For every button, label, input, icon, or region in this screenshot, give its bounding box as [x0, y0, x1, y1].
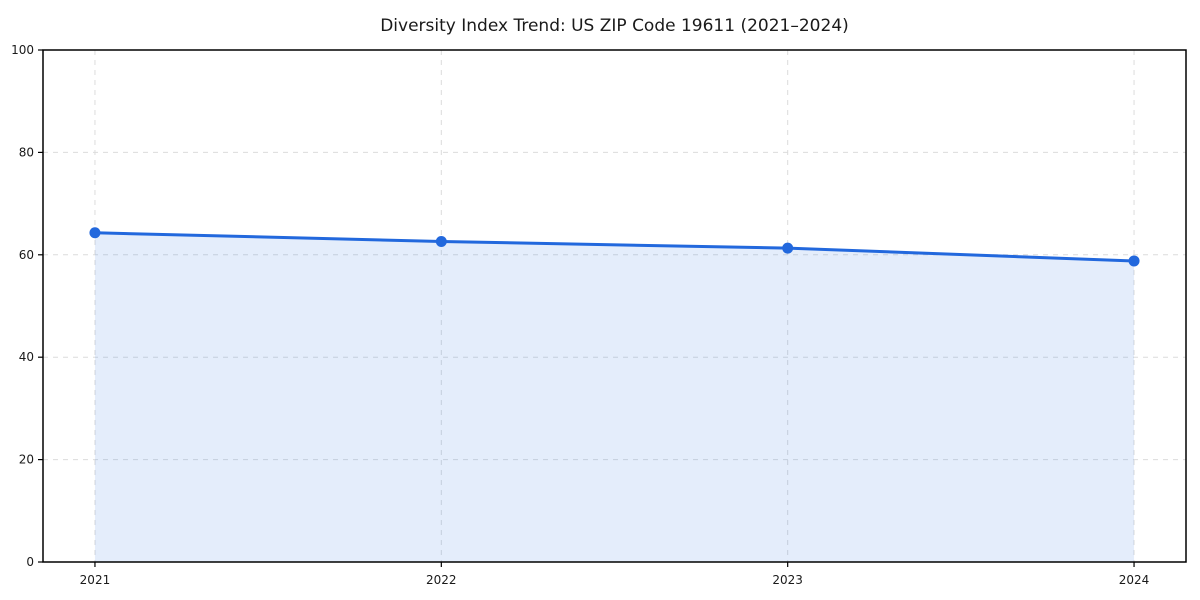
data-point-marker — [782, 242, 794, 254]
y-tick-label: 0 — [26, 555, 34, 569]
series-area-fill — [94, 232, 1135, 562]
plot-border — [42, 49, 1187, 563]
y-tick-label: 60 — [19, 248, 34, 262]
x-tick-label: 2023 — [772, 573, 803, 587]
x-tick-label: 2022 — [426, 573, 457, 587]
y-tick-label: 100 — [11, 43, 34, 57]
x-tick-label: 2024 — [1119, 573, 1150, 587]
chart-title: Diversity Index Trend: US ZIP Code 19611… — [380, 16, 849, 36]
data-point-marker — [89, 227, 101, 239]
data-point-marker — [1128, 255, 1140, 267]
series-line — [93, 231, 1136, 263]
y-tick-label: 40 — [19, 350, 34, 364]
y-tick-label: 20 — [19, 453, 34, 467]
y-tick-label: 80 — [19, 145, 34, 159]
x-tick-label: 2021 — [80, 573, 111, 587]
data-point-marker — [435, 235, 447, 247]
